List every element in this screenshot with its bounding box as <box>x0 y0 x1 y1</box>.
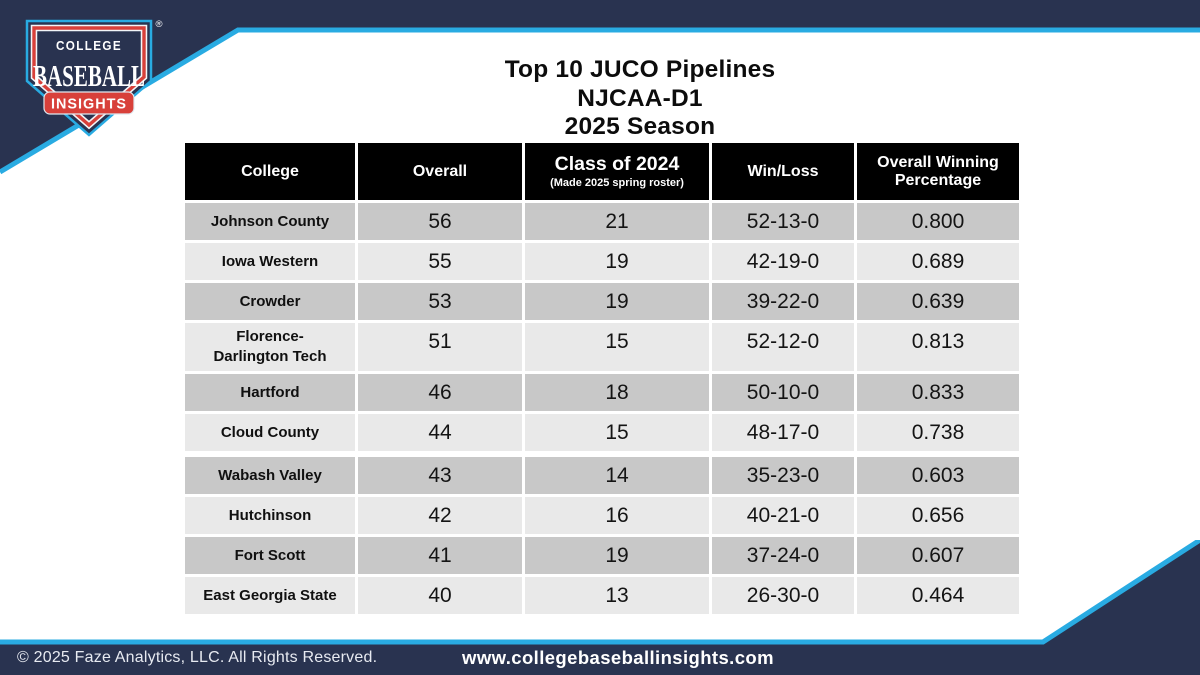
table-row: Wabash Valley 43 14 35-23-0 0.603 <box>185 457 1021 494</box>
class-of-2024-cell: 16 <box>525 497 709 534</box>
college-name-cell: Crowder <box>185 283 355 320</box>
win-loss-cell: 40-21-0 <box>712 497 854 534</box>
top-navy-shape <box>0 0 1200 170</box>
class-of-2024-cell: 14 <box>525 457 709 494</box>
logo-insights-banner <box>43 91 135 115</box>
table-row: Crowder 53 19 39-22-0 0.639 <box>185 283 1021 320</box>
overall-win-pct-cell: 0.464 <box>857 577 1019 614</box>
footer-cyan-line <box>0 540 1200 645</box>
college-name-cell: Cloud County <box>185 414 355 451</box>
table-row: Johnson County 56 21 52-13-0 0.800 <box>185 203 1021 240</box>
registered-trademark-icon: ® <box>156 19 163 30</box>
overall-cell: 56 <box>358 203 522 240</box>
college-baseball-insights-logo: COLLEGE BASEBALL INSIGHTS ® <box>25 19 163 137</box>
table-row: Cloud County 44 15 48-17-0 0.738 <box>185 414 1021 451</box>
column-header-label: Class of 2024 <box>554 152 680 175</box>
column-header-label: Overall <box>412 162 468 180</box>
logo-baseball-text: BASEBALL <box>33 58 145 93</box>
class-of-2024-cell: 19 <box>525 537 709 574</box>
class-of-2024-cell: 15 <box>525 323 709 371</box>
overall-cell: 53 <box>358 283 522 320</box>
overall-cell: 42 <box>358 497 522 534</box>
table-row: Hartford 46 18 50-10-0 0.833 <box>185 374 1021 411</box>
column-header-overall: Overall <box>358 143 522 200</box>
win-loss-cell: 39-22-0 <box>712 283 854 320</box>
column-header-class-of-2024: Class of 2024 (Made 2025 spring roster) <box>525 143 709 200</box>
win-loss-cell: 42-19-0 <box>712 243 854 280</box>
column-header-label: Overall Winning Percentage <box>877 153 999 189</box>
college-name-cell: East Georgia State <box>185 577 355 614</box>
overall-cell: 40 <box>358 577 522 614</box>
win-loss-cell: 35-23-0 <box>712 457 854 494</box>
college-name-cell: Johnson County <box>185 203 355 240</box>
overall-cell: 44 <box>358 414 522 451</box>
overall-win-pct-cell: 0.833 <box>857 374 1019 411</box>
title-line-1: Top 10 JUCO Pipelines <box>504 56 776 83</box>
overall-win-pct-cell: 0.607 <box>857 537 1019 574</box>
win-loss-cell: 52-13-0 <box>712 203 854 240</box>
class-of-2024-cell: 19 <box>525 243 709 280</box>
class-of-2024-cell: 13 <box>525 577 709 614</box>
win-loss-cell: 48-17-0 <box>712 414 854 451</box>
footer-navy-shape <box>0 542 1200 675</box>
overall-win-pct-cell: 0.639 <box>857 283 1019 320</box>
column-header-sublabel: (Made 2025 spring roster) <box>550 176 684 189</box>
page-title: Top 10 JUCO Pipelines NJCAA-D1 2025 Seas… <box>505 56 776 142</box>
logo-insights-text: INSIGHTS <box>51 97 127 113</box>
column-header-win-loss: Win/Loss <box>712 143 854 200</box>
column-header-label: Win/Loss <box>747 162 819 180</box>
column-header-label: College <box>241 162 299 180</box>
website-text: www.collegebaseballinsights.com <box>462 647 774 668</box>
class-of-2024-cell: 15 <box>525 414 709 451</box>
class-of-2024-cell: 19 <box>525 283 709 320</box>
table-row: Fort Scott 41 19 37-24-0 0.607 <box>185 537 1021 574</box>
college-name-cell: Florence-Darlington Tech <box>185 323 355 371</box>
title-line-3: 2025 Season <box>564 113 716 140</box>
win-loss-cell: 37-24-0 <box>712 537 854 574</box>
overall-win-pct-cell: 0.813 <box>857 323 1019 371</box>
overall-cell: 51 <box>358 323 522 371</box>
overall-win-pct-cell: 0.689 <box>857 243 1019 280</box>
class-of-2024-cell: 18 <box>525 374 709 411</box>
college-name-cell: Fort Scott <box>185 537 355 574</box>
table-row: East Georgia State 40 13 26-30-0 0.464 <box>185 577 1021 614</box>
overall-cell: 43 <box>358 457 522 494</box>
overall-cell: 46 <box>358 374 522 411</box>
college-name-cell: Hartford <box>185 374 355 411</box>
overall-win-pct-cell: 0.603 <box>857 457 1019 494</box>
win-loss-cell: 50-10-0 <box>712 374 854 411</box>
overall-win-pct-cell: 0.800 <box>857 203 1019 240</box>
table-row: Florence-Darlington Tech 51 15 52-12-0 0.813 <box>185 323 1021 371</box>
win-loss-cell: 52-12-0 <box>712 323 854 371</box>
table-row: Iowa Western 55 19 42-19-0 0.689 <box>185 243 1021 280</box>
college-name-cell: Iowa Western <box>185 243 355 280</box>
overall-cell: 55 <box>358 243 522 280</box>
overall-cell: 41 <box>358 537 522 574</box>
win-loss-cell: 26-30-0 <box>712 577 854 614</box>
college-name-cell: Wabash Valley <box>185 457 355 494</box>
class-of-2024-cell: 21 <box>525 203 709 240</box>
column-header-overall-winning-percentage: Overall Winning Percentage <box>857 143 1019 200</box>
college-name-cell: Hutchinson <box>185 497 355 534</box>
table-header-row: College Overall Class of 2024 (Made 2025 sp… <box>185 143 1021 200</box>
pipelines-table: College Overall Class of 2024 (Made 2025 sp… <box>185 143 1021 617</box>
overall-win-pct-cell: 0.738 <box>857 414 1019 451</box>
logo-college-text: COLLEGE <box>56 38 122 53</box>
footer-decoration <box>0 540 1200 675</box>
title-line-2: NJCAA-D1 <box>577 84 703 112</box>
overall-win-pct-cell: 0.656 <box>857 497 1019 534</box>
table-row: Hutchinson 42 16 40-21-0 0.656 <box>185 497 1021 534</box>
column-header-college: College <box>185 143 355 200</box>
copyright-text: © 2025 Faze Analytics, LLC. All Rights R… <box>17 649 378 666</box>
